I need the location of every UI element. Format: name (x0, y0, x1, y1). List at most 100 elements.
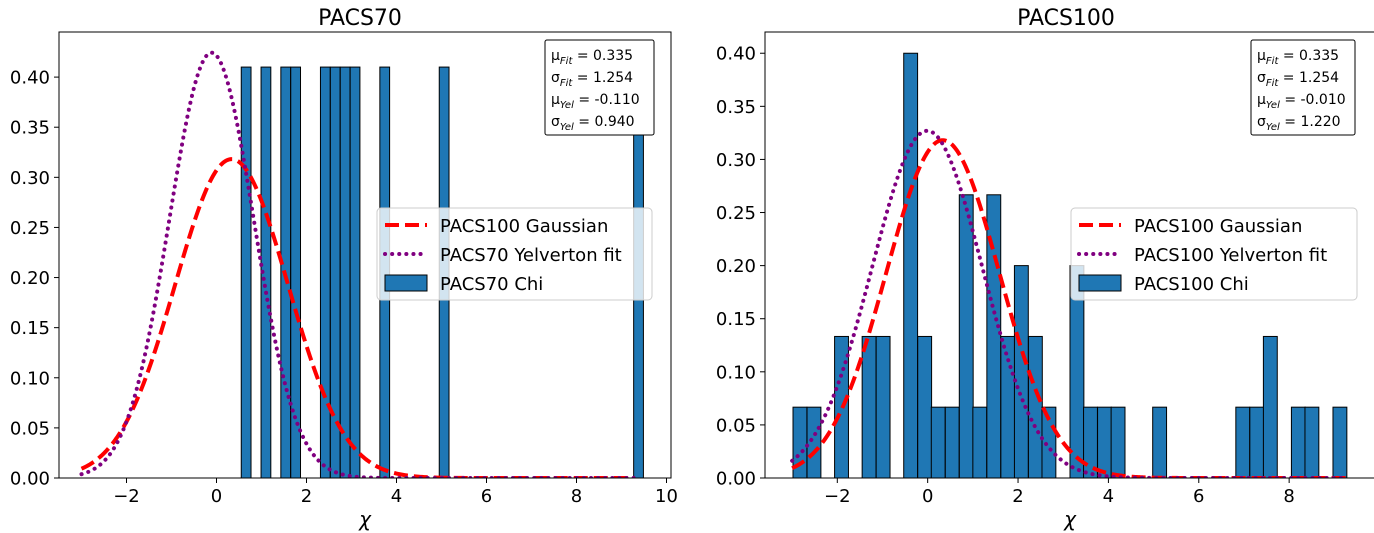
chart-title: PACS100 (1017, 6, 1115, 31)
y-axis: 0.00 0.05 0.10 0.15 0.20 0.25 0.30 0.35 0.40 (716, 44, 765, 490)
histogram-bars (792, 52, 1348, 478)
histogram-bar (1332, 406, 1348, 478)
stats-box: μFit = 0.335 σFit = 1.254 μYel = -0.110 σYe… (544, 39, 655, 136)
legend-label: PACS100 Chi (1134, 274, 1249, 295)
stats-box-frame (544, 39, 655, 136)
legend-swatch-histogram (384, 274, 428, 292)
histogram-bar (1013, 265, 1029, 478)
y-tick-label: 0.25 (10, 218, 50, 239)
stats-box: μFit = 0.335 σFit = 1.254 μYel = -0.010 σYe… (1250, 39, 1356, 136)
stats-line: σFit = 1.254 (1257, 70, 1339, 89)
fit-curves (790, 128, 1350, 478)
stats-line: μYel = -0.110 (551, 92, 640, 111)
x-tick-label: 6 (1193, 486, 1204, 507)
y-tick-label: 0.30 (10, 168, 50, 189)
legend-label: PACS100 Yelverton fit (1134, 245, 1327, 266)
y-tick-label: 0.15 (10, 318, 50, 339)
legend-box (1070, 207, 1358, 301)
histogram-bar (1249, 406, 1265, 478)
stats-line: μFit = 0.335 (1257, 48, 1339, 67)
y-tick-label: 0.35 (10, 118, 50, 139)
histogram-bar (1027, 335, 1043, 478)
legend-label: PACS100 Gaussian (1134, 216, 1302, 237)
yelverton-fit-line (790, 128, 1350, 478)
x-tick-label: 4 (1103, 486, 1114, 507)
x-axis: −2 0 2 4 6 8 χ (824, 478, 1295, 531)
legend-label: PACS100 Gaussian (440, 216, 608, 237)
y-tick-label: 0.00 (716, 469, 756, 490)
y-tick-label: 0.15 (716, 309, 756, 330)
histogram-bar (1000, 335, 1016, 478)
stats-line: σYel = 0.940 (551, 114, 635, 133)
histogram-bar (875, 335, 891, 478)
y-tick-label: 0.05 (716, 415, 756, 436)
x-tick-label: 10 (655, 486, 678, 507)
histogram-bar (1290, 406, 1306, 478)
x-tick-label: 0 (922, 486, 933, 507)
histogram-bar (290, 66, 302, 478)
histogram-bar (861, 335, 877, 478)
y-tick-label: 0.40 (10, 68, 50, 89)
stats-box-frame (1250, 39, 1356, 136)
legend-box (376, 207, 653, 301)
histogram-bar (1235, 406, 1251, 478)
y-tick-label: 0.20 (10, 268, 50, 289)
y-tick-label: 0.10 (716, 362, 756, 383)
x-tick-label: 2 (301, 486, 312, 507)
stats-line: μFit = 0.335 (551, 48, 633, 67)
axes-frame (764, 31, 1374, 479)
histogram-bar (1152, 406, 1168, 478)
histogram-bar (1041, 406, 1057, 478)
chart-panel-2: −2 0 2 4 6 8 χ 0.00 0.05 0.10 0.15 0.20 0.25 0.30 0.35… (716, 6, 1374, 531)
histogram-bar (319, 66, 331, 478)
stats-line: σFit = 1.254 (551, 70, 633, 89)
y-tick-label: 0.20 (716, 256, 756, 277)
y-tick-label: 0.05 (10, 418, 50, 439)
x-tick-label: 8 (571, 486, 582, 507)
legend: PACS100 Gaussian PACS70 Yelverton fit PACS… (376, 207, 653, 301)
histogram-bar (903, 52, 919, 478)
x-tick-label: 0 (211, 486, 222, 507)
histogram-bar (930, 406, 946, 478)
histogram-bar (1262, 335, 1278, 478)
y-tick-label: 0.30 (716, 150, 756, 171)
stats-line: μYel = -0.010 (1257, 92, 1346, 111)
histogram-bar (958, 194, 974, 478)
x-tick-label: −2 (824, 486, 851, 507)
x-tick-label: −2 (113, 486, 140, 507)
fit-curves (79, 50, 637, 478)
y-tick-label: 0.10 (10, 368, 50, 389)
gaussian-fit-line (80, 157, 635, 478)
x-axis-label: χ (1063, 507, 1077, 531)
histogram-bar (806, 406, 822, 478)
histogram-bar (240, 66, 252, 478)
y-tick-label: 0.35 (716, 97, 756, 118)
x-tick-label: 4 (391, 486, 402, 507)
y-tick-label: 0.40 (716, 44, 756, 65)
y-tick-label: 0.25 (716, 203, 756, 224)
histogram-bar (349, 66, 361, 478)
histogram-bar (1304, 406, 1320, 478)
legend-label: PACS70 Yelverton fit (440, 245, 622, 266)
legend-swatch-histogram (1078, 274, 1122, 292)
gaussian-fit-line (791, 138, 1348, 478)
histogram-bar (1110, 406, 1126, 478)
legend-label: PACS70 Chi (440, 274, 543, 295)
x-axis: −2 0 2 4 6 8 10 χ (113, 478, 678, 531)
legend: PACS100 Gaussian PACS100 Yelverton fit PAC… (1070, 207, 1358, 301)
chart-panel-1: −2 0 2 4 6 8 10χ0.000.050.100.150.200.250.300.… (10, 6, 678, 531)
chart-title: PACS70 (318, 6, 402, 31)
x-axis-label: χ (358, 507, 372, 531)
axes-frame (58, 31, 672, 479)
histogram-bar (972, 406, 988, 478)
x-tick-label: 8 (1283, 486, 1294, 507)
y-axis: 0.00 0.05 0.10 0.15 0.20 0.25 0.30 0.35 0.40 (10, 68, 59, 490)
x-tick-label: 2 (1012, 486, 1023, 507)
x-tick-label: 6 (481, 486, 492, 507)
histogram-bar (1097, 406, 1112, 478)
y-tick-label: 0.00 (10, 469, 50, 490)
yelverton-fit-line (79, 50, 637, 478)
histogram-bar (339, 66, 351, 478)
histogram-bar (944, 406, 960, 478)
